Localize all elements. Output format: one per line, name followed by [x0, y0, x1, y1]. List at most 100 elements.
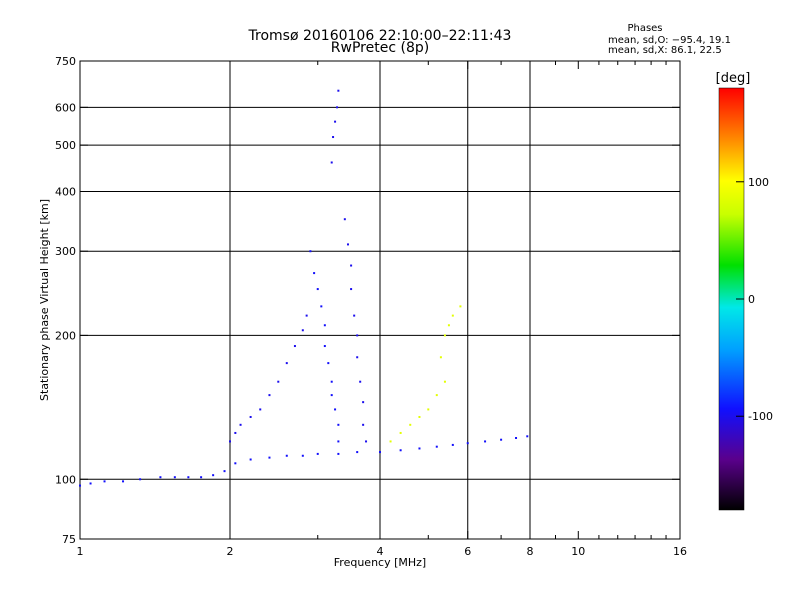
x-tick-label: 4 [377, 545, 384, 558]
data-point [500, 438, 503, 441]
data-point [249, 415, 252, 418]
stats-heading: Phases [627, 23, 662, 34]
data-point [229, 440, 231, 443]
data-point [337, 423, 340, 426]
data-point [239, 423, 242, 426]
data-point [343, 218, 346, 221]
data-point [443, 380, 446, 383]
x-tick-label: 10 [571, 545, 585, 558]
data-point [330, 380, 333, 383]
data-point [234, 431, 237, 434]
colorbar-label: [deg] [716, 71, 751, 86]
data-point [515, 436, 518, 439]
colorbar-tick-label: -100 [748, 410, 773, 423]
data-point [353, 314, 356, 317]
data-point [362, 423, 365, 426]
data-point [249, 458, 252, 461]
data-point [337, 440, 340, 443]
data-point [332, 136, 335, 139]
data-point [79, 484, 81, 487]
data-point [350, 264, 353, 267]
data-point [389, 440, 392, 443]
data-point [451, 314, 454, 317]
data-point [409, 423, 412, 426]
data-point [418, 415, 421, 418]
y-tick-label: 750 [55, 55, 76, 68]
data-point [200, 476, 203, 479]
data-point [305, 314, 308, 317]
data-point [418, 447, 421, 450]
data-point [212, 474, 215, 477]
colorbar-tick-label: 0 [748, 293, 755, 306]
data-point [223, 470, 226, 473]
colorbar-ticks: 100 0 -100 [736, 176, 773, 423]
data-point [301, 329, 304, 332]
data-point [301, 454, 304, 457]
grid-lines [80, 61, 680, 539]
data-point [346, 243, 349, 246]
data-point [173, 476, 176, 479]
y-tick-label: 100 [55, 473, 76, 486]
data-point [427, 408, 430, 411]
data-point [337, 452, 340, 455]
data-point [466, 442, 469, 445]
data-point [234, 462, 237, 465]
data-point [447, 324, 450, 327]
data-point [187, 476, 190, 479]
axis-ticks: 1 2 4 6 8 10 16 75 100 200 300 400 500 600 750 [55, 55, 687, 558]
data-point [103, 480, 106, 483]
data-point [268, 456, 271, 459]
data-point [356, 356, 359, 359]
data-point [439, 356, 442, 359]
data-point [350, 288, 353, 291]
data-point [89, 482, 92, 485]
data-point [330, 394, 333, 397]
y-tick-label: 75 [62, 533, 76, 546]
chart-title: Tromsø 20160106 22:10:00–22:11:43 [248, 28, 512, 44]
data-point [316, 452, 319, 455]
data-point [337, 89, 340, 92]
x-tick-label: 16 [673, 545, 687, 558]
data-points [79, 89, 529, 487]
data-point [323, 324, 326, 327]
data-point [320, 305, 323, 308]
data-point [309, 250, 312, 253]
data-point [285, 362, 288, 365]
x-axis-label: Frequency [MHz] [334, 556, 426, 569]
y-tick-label: 500 [55, 139, 76, 152]
data-point [285, 454, 288, 457]
data-point [362, 401, 365, 404]
x-tick-label: 2 [227, 545, 234, 558]
data-point [399, 449, 402, 452]
data-point [379, 451, 381, 454]
data-point [451, 443, 454, 446]
data-point [259, 408, 262, 411]
x-tick-label: 1 [77, 545, 84, 558]
data-point [435, 394, 438, 397]
data-point [139, 478, 142, 481]
data-point [359, 380, 362, 383]
y-tick-label: 200 [55, 329, 76, 342]
data-point [435, 445, 438, 448]
data-point [268, 394, 271, 397]
y-tick-label: 600 [55, 101, 76, 114]
data-point [330, 161, 333, 164]
data-point [159, 476, 162, 479]
data-point [526, 435, 529, 438]
data-point [443, 334, 446, 337]
data-point [356, 334, 359, 337]
data-point [399, 431, 402, 434]
data-point [459, 305, 462, 308]
data-point [316, 288, 319, 291]
data-point [356, 451, 359, 454]
x-tick-label: 8 [527, 545, 534, 558]
stats-line-o: mean, sd,O: −95.4, 19.1 [608, 35, 731, 46]
y-tick-label: 300 [55, 245, 76, 258]
data-point [334, 408, 337, 411]
data-point [313, 272, 316, 275]
data-point [277, 380, 280, 383]
chart-subtitle: RwPretec (8p) [331, 40, 429, 56]
data-point [327, 362, 330, 365]
data-point [365, 440, 368, 443]
